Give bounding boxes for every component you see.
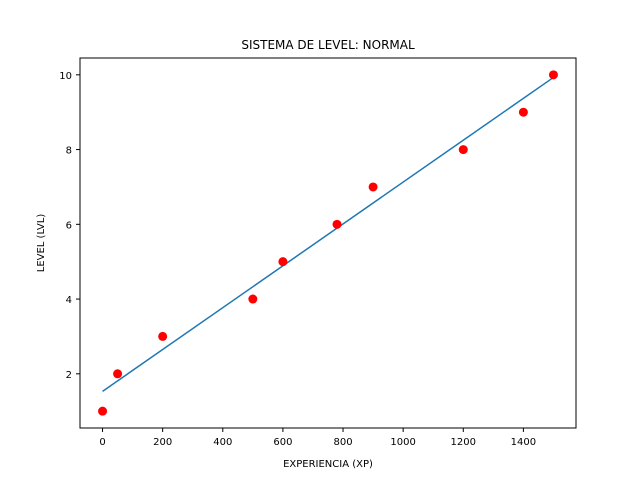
y-tick-label: 10 xyxy=(59,71,72,82)
x-axis: 0 200 400 600 800 1000 1200 1400 xyxy=(99,428,536,448)
x-tick-label: 0 xyxy=(99,437,105,448)
plot-area xyxy=(79,57,577,429)
data-point xyxy=(458,145,468,155)
data-point xyxy=(248,294,258,304)
data-point xyxy=(518,107,528,117)
y-tick-label: 8 xyxy=(66,146,72,157)
y-axis: 2 4 6 8 10 xyxy=(59,71,80,381)
x-tick-label: 1400 xyxy=(511,437,536,448)
data-point xyxy=(158,331,168,341)
x-axis-label: EXPERIENCIA (XP) xyxy=(283,459,373,470)
x-tick-label: 1200 xyxy=(451,437,476,448)
x-tick-label: 600 xyxy=(273,437,292,448)
y-axis-label: LEVEL (LVL) xyxy=(36,214,47,273)
x-tick-label: 200 xyxy=(153,437,172,448)
x-tick-label: 1000 xyxy=(390,437,415,448)
y-tick-label: 4 xyxy=(66,295,72,306)
y-tick-label: 6 xyxy=(66,220,72,231)
data-point xyxy=(98,406,108,416)
chart-title: SISTEMA DE LEVEL: NORMAL xyxy=(241,38,415,52)
y-tick-label: 2 xyxy=(66,370,72,381)
x-tick-label: 800 xyxy=(333,437,352,448)
x-tick-label: 400 xyxy=(213,437,232,448)
trend-line xyxy=(102,76,554,392)
data-point xyxy=(332,219,342,229)
data-point xyxy=(368,182,378,192)
series-layer xyxy=(98,70,558,416)
data-point xyxy=(278,257,288,267)
data-point xyxy=(548,70,558,80)
data-point xyxy=(113,369,123,379)
